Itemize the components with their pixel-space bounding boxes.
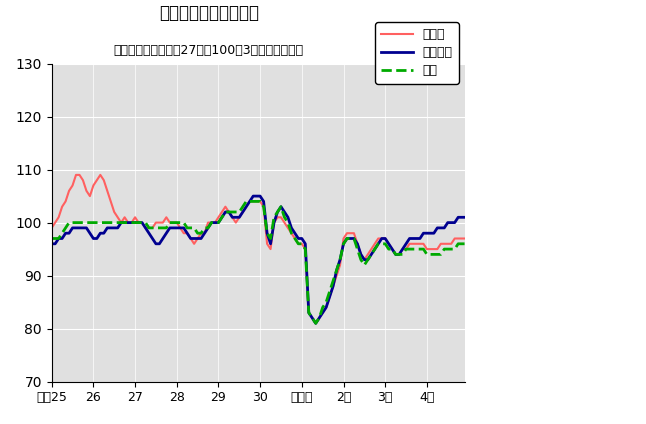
鳥取県 [162,215,170,220]
全国 [48,236,56,241]
中国地方 [312,321,320,326]
中国地方 [340,241,348,246]
中国地方 [461,215,469,220]
Line: 中国地方: 中国地方 [52,196,465,324]
Text: （季節調整済、平成27年＝100、3ヶ月移動平均）: （季節調整済、平成27年＝100、3ヶ月移動平均） [114,44,304,57]
全国 [280,215,288,220]
中国地方 [249,193,257,198]
鳥取県 [72,173,80,178]
Line: 鳥取県: 鳥取県 [52,175,465,324]
全国 [381,241,389,246]
鳥取県 [381,236,389,241]
全国 [340,241,348,246]
中国地方 [381,236,389,241]
全国 [461,241,469,246]
中国地方 [280,209,288,215]
中国地方 [48,241,56,246]
全国 [134,220,142,225]
鳥取県 [280,220,288,225]
全国 [454,241,462,246]
全国 [242,199,250,204]
鳥取県 [461,236,469,241]
鳥取県 [454,236,462,241]
Legend: 鳥取県, 中国地方, 全国: 鳥取県, 中国地方, 全国 [375,22,459,84]
鳥取県 [48,226,56,231]
中国地方 [134,220,142,225]
全国 [312,321,320,326]
全国 [159,226,167,231]
Text: 鉱工業生産指数の推移: 鉱工業生産指数の推移 [159,4,259,22]
鳥取県 [340,236,348,241]
鳥取県 [138,220,146,225]
中国地方 [159,236,167,241]
鳥取県 [312,321,320,326]
中国地方 [454,215,462,220]
Line: 全国: 全国 [52,201,465,324]
